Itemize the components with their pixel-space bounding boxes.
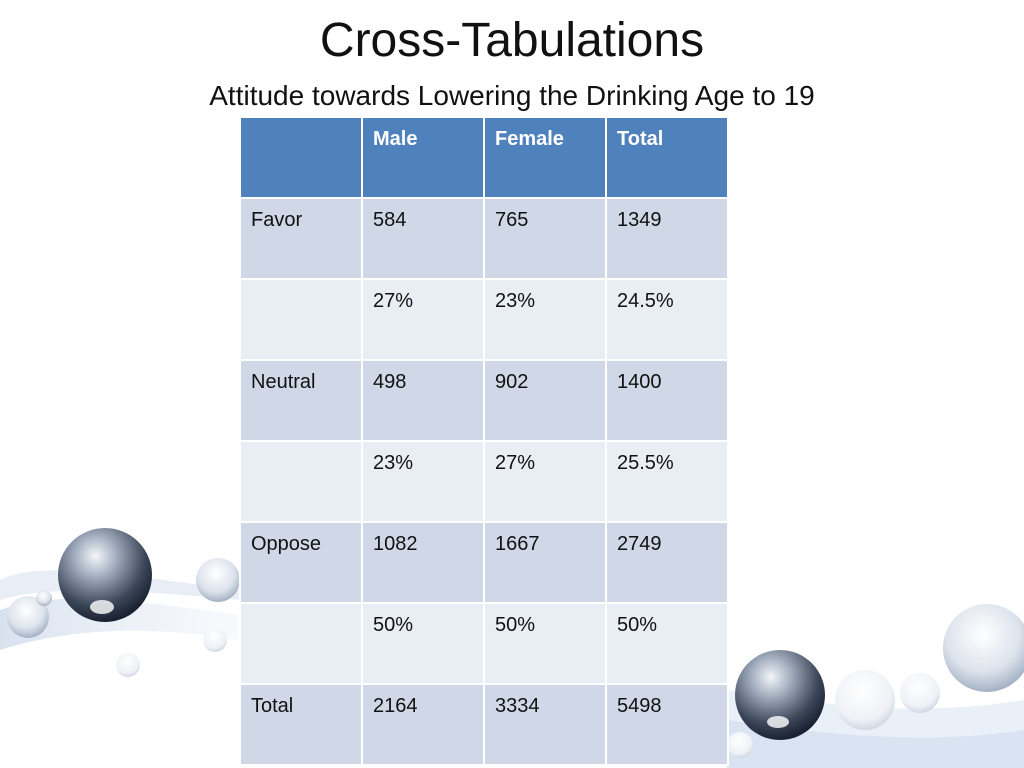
- table-cell: 23%: [361, 440, 485, 523]
- table-cell: 902: [483, 359, 607, 442]
- header-cell-total: Total: [605, 116, 729, 199]
- cross-tabulation-table: Male Female Total Favor 584 765 1349 27%…: [239, 116, 729, 766]
- table-cell: 2164: [361, 683, 485, 766]
- row-label: [239, 440, 363, 523]
- header-cell-male: Male: [361, 116, 485, 199]
- table-cell: 5498: [605, 683, 729, 766]
- table-cell: 1349: [605, 197, 729, 280]
- table-header-row: Male Female Total: [239, 116, 729, 199]
- table-row-neutral: Neutral 498 902 1400: [239, 359, 729, 442]
- table-cell: 50%: [605, 602, 729, 685]
- table-cell: 498: [361, 359, 485, 442]
- table-cell: 765: [483, 197, 607, 280]
- slide-title: Cross-Tabulations: [319, 14, 705, 67]
- table-cell: 50%: [483, 602, 607, 685]
- row-label: Oppose: [239, 521, 363, 604]
- row-label: Total: [239, 683, 363, 766]
- table-cell: 1082: [361, 521, 485, 604]
- header-cell-female: Female: [483, 116, 607, 199]
- table-row-favor-percent: 27% 23% 24.5%: [239, 278, 729, 361]
- table-row-oppose-percent: 50% 50% 50%: [239, 602, 729, 685]
- table-row-oppose: Oppose 1082 1667 2749: [239, 521, 729, 604]
- table-row-neutral-percent: 23% 27% 25.5%: [239, 440, 729, 523]
- row-label: Neutral: [239, 359, 363, 442]
- slide-subtitle: Attitude towards Lowering the Drinking A…: [209, 80, 815, 111]
- row-label: [239, 278, 363, 361]
- table-cell: 1400: [605, 359, 729, 442]
- header-cell-empty: [239, 116, 363, 199]
- table-cell: 584: [361, 197, 485, 280]
- table-cell: 25.5%: [605, 440, 729, 523]
- table-cell: 23%: [483, 278, 607, 361]
- row-label: Favor: [239, 197, 363, 280]
- table-cell: 24.5%: [605, 278, 729, 361]
- table-cell: 27%: [483, 440, 607, 523]
- table-cell: 3334: [483, 683, 607, 766]
- table-cell: 1667: [483, 521, 607, 604]
- table-row-favor: Favor 584 765 1349: [239, 197, 729, 280]
- table-row-total: Total 2164 3334 5498: [239, 683, 729, 766]
- table-cell: 50%: [361, 602, 485, 685]
- table-cell: 2749: [605, 521, 729, 604]
- table-cell: 27%: [361, 278, 485, 361]
- row-label: [239, 602, 363, 685]
